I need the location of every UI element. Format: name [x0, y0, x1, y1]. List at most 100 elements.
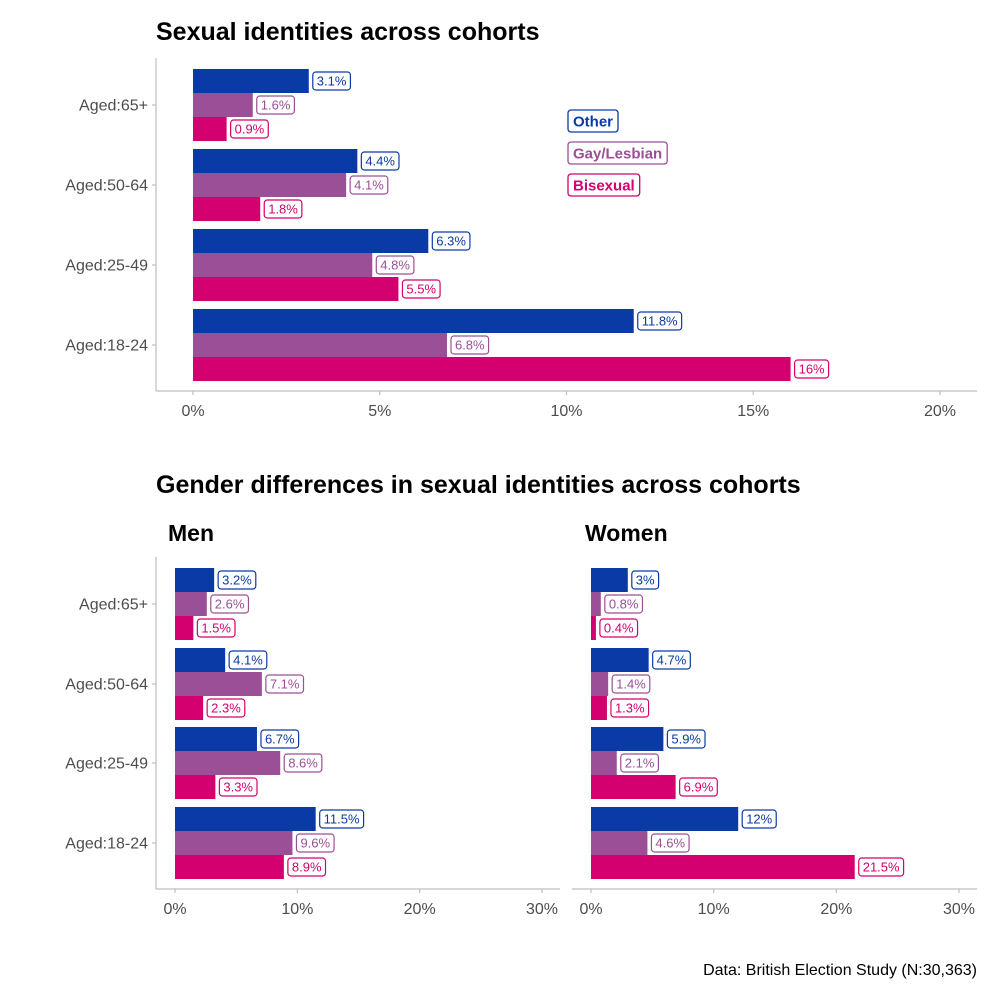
data-label-box-men-bi-3 [287, 857, 327, 877]
data-label-box-men-bi-2 [218, 777, 258, 797]
x-tick-label-women-0: 0% [579, 901, 602, 918]
bar-men-other-1 [175, 648, 226, 672]
bar-women-gay-0 [591, 592, 601, 616]
data-label-box-men-gay-1 [265, 674, 305, 694]
legend-label-gay: Gay/Lesbian [573, 146, 662, 163]
data-label-overall-other-0: 3.1% [317, 74, 347, 89]
data-label-box-overall-bi-2 [401, 279, 441, 299]
bar-women-gay-1 [591, 672, 609, 696]
data-label-box-women-other-3 [741, 809, 777, 829]
plots-layer: 0% 5% 10% 15% 20% Aged:65+ 3.1% 1.6% 0.9% Aged:50… [65, 58, 977, 918]
data-label-box-overall-other-1 [360, 151, 400, 171]
data-label-box-overall-bi-3 [793, 359, 830, 379]
data-label-men-other-0: 3.2% [222, 573, 252, 588]
data-label-box-men-bi-1 [206, 698, 246, 718]
data-label-women-bi-3: 21.5% [863, 860, 900, 875]
category-label-men-2: Aged:25-49 [65, 756, 148, 773]
data-label-box-overall-bi-0 [230, 119, 269, 139]
bar-overall-gay-0 [193, 93, 253, 117]
bar-men-bi-3 [175, 855, 284, 879]
data-label-box-women-bi-3 [858, 857, 905, 877]
data-label-overall-bi-0: 0.9% [235, 122, 265, 137]
x-tick-label-overall-1: 5% [368, 403, 391, 420]
panel-overall: 0% 5% 10% 15% 20% Aged:65+ 3.1% 1.6% 0.9% Aged:50… [65, 58, 977, 420]
bar-overall-gay-1 [193, 173, 347, 197]
legend-label-bi: Bisexual [573, 178, 635, 195]
data-label-men-other-1: 4.1% [233, 653, 263, 668]
data-label-box-overall-gay-2 [375, 255, 415, 275]
data-label-overall-other-1: 4.4% [365, 154, 395, 169]
category-label-overall-0: Aged:65+ [79, 98, 148, 115]
x-tick-label-overall-3: 15% [737, 403, 769, 420]
bar-overall-bi-0 [193, 117, 227, 141]
data-label-box-overall-other-3 [637, 311, 683, 331]
data-label-box-overall-gay-3 [450, 335, 490, 355]
data-label-men-bi-3: 8.9% [292, 860, 322, 875]
bar-overall-other-3 [193, 309, 634, 333]
bar-men-gay-2 [175, 751, 281, 775]
bar-overall-bi-1 [193, 197, 261, 221]
legend-box-bi [567, 173, 641, 197]
data-label-women-other-1: 4.7% [657, 653, 687, 668]
data-label-overall-gay-0: 1.6% [261, 98, 291, 113]
bar-women-other-2 [591, 727, 664, 751]
legend-label-other: Other [573, 114, 613, 131]
bar-women-bi-1 [591, 696, 607, 720]
data-label-men-gay-1: 7.1% [270, 677, 300, 692]
x-tick-label-men-2: 20% [404, 901, 436, 918]
data-label-box-men-other-0 [217, 570, 257, 590]
data-label-box-overall-gay-0 [256, 95, 296, 115]
bar-overall-bi-3 [193, 357, 791, 381]
data-label-box-men-other-1 [228, 650, 268, 670]
data-label-overall-gay-3: 6.8% [455, 338, 485, 353]
data-label-box-overall-gay-1 [349, 175, 389, 195]
bar-men-gay-0 [175, 592, 207, 616]
bar-women-bi-2 [591, 775, 676, 799]
data-label-overall-bi-2: 5.5% [406, 282, 436, 297]
data-label-women-gay-2: 2.1% [625, 756, 655, 771]
data-label-women-bi-1: 1.3% [615, 701, 645, 716]
data-label-box-women-gay-0 [604, 594, 644, 614]
data-label-men-gay-0: 2.6% [215, 597, 245, 612]
data-label-overall-gay-1: 4.1% [354, 178, 384, 193]
category-label-men-3: Aged:18-24 [65, 836, 148, 853]
section-title-gender: Gender differences in sexual identities … [156, 471, 801, 499]
legend-box-other [567, 109, 619, 133]
bar-men-bi-0 [175, 616, 194, 640]
panel-women: 0% 10% 20% 30% 3% 0.8% 0.4% 4.7% 1.4% 1.3% 5.9% 2.1… [572, 568, 977, 918]
data-label-men-other-3: 11.5% [324, 812, 360, 827]
data-label-box-women-other-0 [631, 570, 660, 590]
data-label-women-other-2: 5.9% [671, 732, 701, 747]
data-label-box-women-gay-1 [611, 674, 651, 694]
x-tick-label-overall-2: 10% [550, 403, 582, 420]
bar-women-bi-3 [591, 855, 855, 879]
data-label-box-women-gay-3 [650, 833, 690, 853]
data-label-women-gay-1: 1.4% [616, 677, 646, 692]
data-label-box-men-other-2 [260, 729, 300, 749]
data-label-box-overall-other-0 [312, 71, 352, 91]
data-label-box-overall-bi-1 [263, 199, 303, 219]
data-label-overall-bi-1: 1.8% [268, 202, 298, 217]
data-label-overall-gay-2: 4.8% [380, 258, 410, 273]
x-tick-label-women-1: 10% [698, 901, 730, 918]
data-label-men-gay-2: 8.6% [288, 756, 318, 771]
data-label-women-gay-0: 0.8% [609, 597, 639, 612]
data-label-women-other-0: 3% [636, 573, 655, 588]
x-tick-label-men-3: 30% [526, 901, 558, 918]
data-label-men-gay-3: 9.6% [300, 836, 330, 851]
bar-women-gay-3 [591, 831, 648, 855]
data-label-overall-other-2: 6.3% [436, 234, 466, 249]
data-label-box-men-gay-2 [283, 753, 323, 773]
data-label-box-overall-other-2 [431, 231, 471, 251]
bar-men-gay-1 [175, 672, 262, 696]
bar-men-other-3 [175, 807, 316, 831]
bar-women-bi-0 [591, 616, 596, 640]
bar-women-other-3 [591, 807, 739, 831]
data-label-box-women-bi-2 [679, 777, 718, 797]
data-label-box-women-other-1 [652, 650, 691, 670]
x-tick-label-men-1: 10% [281, 901, 313, 918]
data-label-men-bi-1: 2.3% [211, 701, 241, 716]
data-label-women-bi-2: 6.9% [684, 780, 714, 795]
caption: Data: British Election Study (N:30,363) [703, 962, 977, 979]
data-label-women-other-3: 12% [746, 812, 772, 827]
